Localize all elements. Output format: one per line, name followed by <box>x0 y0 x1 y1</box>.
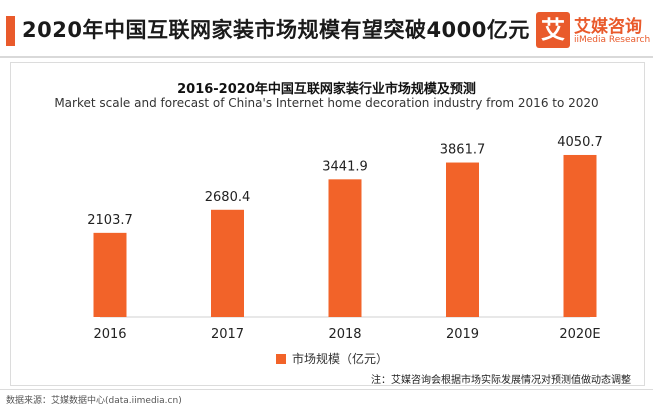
x-tick-label-2018: 2018 <box>328 327 361 342</box>
brand-subtitle: iiMedia Research <box>574 35 651 45</box>
chart-frame <box>10 62 645 386</box>
data-label-2019: 3861.7 <box>440 143 486 158</box>
chart-legend: 市场规模（亿元） <box>276 350 388 366</box>
bar-2018 <box>328 179 362 317</box>
data-label-2016: 2103.7 <box>87 213 133 228</box>
brand-logo: 艾 艾媒咨询 iiMedia Research <box>536 12 651 52</box>
data-source: 数据来源：艾媒数据中心(data.iimedia.cn) <box>6 396 182 406</box>
footer-divider <box>0 389 653 390</box>
legend-swatch <box>276 353 286 364</box>
data-label-2017: 2680.4 <box>205 190 251 205</box>
x-tick-label-2020E: 2020E <box>559 327 600 342</box>
bar-2017 <box>211 209 244 317</box>
chart-title: 2016-2020年中国互联网家装行业市场规模及预测 <box>177 82 476 97</box>
legend-label: 市场规模（亿元） <box>292 352 389 366</box>
x-tick-label-2017: 2017 <box>211 327 244 342</box>
title-accent-bar <box>6 16 15 46</box>
header-divider <box>0 56 653 58</box>
chart-subtitle: Market scale and forecast of China's Int… <box>54 96 599 110</box>
forecast-note: 注：艾媒咨询会根据市场实际发展情况对预测值做动态调整 <box>371 375 631 386</box>
bar-2019 <box>446 162 479 317</box>
bar-2016 <box>93 232 127 317</box>
bar-2020E <box>563 154 597 317</box>
data-label-2018: 3441.9 <box>322 159 368 174</box>
x-tick-label-2016: 2016 <box>93 327 126 342</box>
page-title: 2020年中国互联网家装市场规模有望突破4000亿元 <box>22 18 530 42</box>
data-label-2020E: 4050.7 <box>557 135 603 150</box>
brand-name: 艾媒咨询 <box>574 17 642 37</box>
x-tick-label-2019: 2019 <box>446 327 479 342</box>
brand-logo-icon: 艾 <box>536 12 570 48</box>
